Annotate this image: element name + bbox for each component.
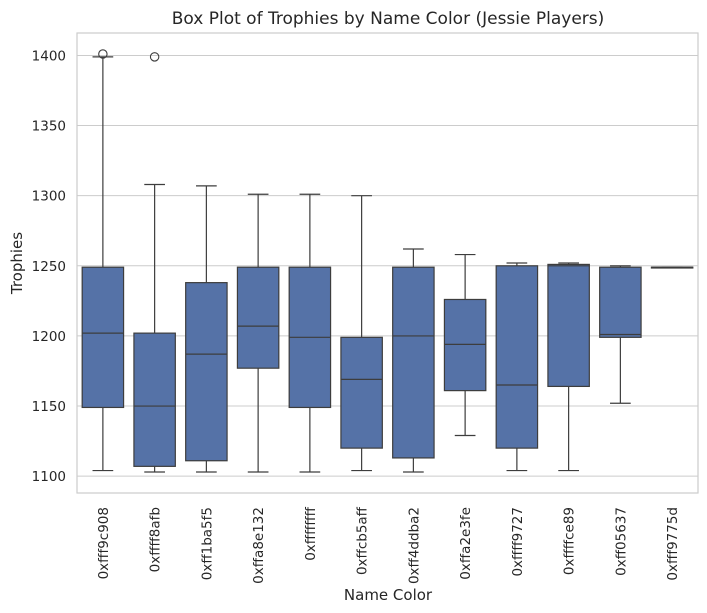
box-0xffa2e3fe: [443, 253, 487, 437]
box-0xffff8afb: [133, 52, 176, 473]
x-tick-label: 0xffa8e132: [251, 507, 267, 584]
x-tick-label: 0xff1ba5f5: [199, 507, 215, 580]
x-tick-label: 0xffff9727: [510, 507, 526, 577]
iqr-box: [495, 265, 539, 449]
iqr-box: [599, 266, 642, 338]
y-tick-label: 1400: [32, 48, 66, 64]
chart-title: Box Plot of Trophies by Name Color (Jess…: [172, 9, 605, 29]
outlier-point: [98, 49, 108, 59]
gridlines: [77, 54, 698, 477]
iqr-box: [340, 336, 383, 449]
x-tick-label: 0xff4ddba2: [406, 507, 422, 584]
x-tick-label: 0xfff9775d: [665, 507, 681, 581]
iqr-box: [392, 266, 435, 459]
iqr-box: [443, 298, 487, 392]
x-tick-label: 0xffffffff: [303, 506, 319, 560]
box-0xffcb5aff: [340, 195, 383, 472]
y-tick-label: 1150: [32, 399, 66, 415]
y-tick-label: 1200: [32, 329, 66, 345]
iqr-box: [185, 282, 228, 462]
box-0xff4ddba2: [392, 248, 435, 473]
x-tick-label: 0xffa2e3fe: [458, 507, 474, 580]
x-tick-label: 0xffcb5aff: [355, 506, 371, 575]
iqr-box: [547, 263, 590, 388]
y-tick-label: 1250: [32, 259, 66, 275]
y-tick-label: 1350: [32, 119, 66, 135]
box-0xff1ba5f5: [185, 185, 228, 473]
y-axis-label: Trophies: [8, 232, 26, 295]
x-tick-label: 0xff05637: [613, 507, 629, 576]
y-tick-labels: 1100 1150 1200 1250 1300 1350 1400: [32, 48, 66, 485]
box-0xffffce89: [547, 262, 590, 472]
box-0xfff9775d: [650, 266, 694, 269]
iqr-box: [133, 332, 176, 467]
x-tick-label: 0xfff9c908: [96, 507, 112, 579]
box-0xffff9727: [495, 262, 539, 472]
box-0xffffffff: [288, 193, 332, 473]
plot-frame: [76, 32, 699, 494]
x-tick-label: 0xffffce89: [562, 507, 578, 575]
boxes: [81, 49, 694, 473]
box-0xfff9c908: [81, 49, 125, 472]
box-0xff05637: [599, 265, 642, 404]
outlier-point: [149, 52, 160, 62]
x-tick-label: 0xffff8afb: [148, 507, 164, 572]
y-tick-label: 1100: [32, 469, 66, 485]
y-tick-label: 1300: [32, 189, 66, 205]
iqr-box: [236, 266, 280, 369]
x-tick-labels: 0xfff9c908 0xffff8afb 0xff1ba5f5 0xffa8e132…: [96, 506, 681, 584]
iqr-box: [81, 266, 125, 409]
x-axis-label: Name Color: [344, 586, 433, 604]
box-0xffa8e132: [236, 193, 280, 473]
